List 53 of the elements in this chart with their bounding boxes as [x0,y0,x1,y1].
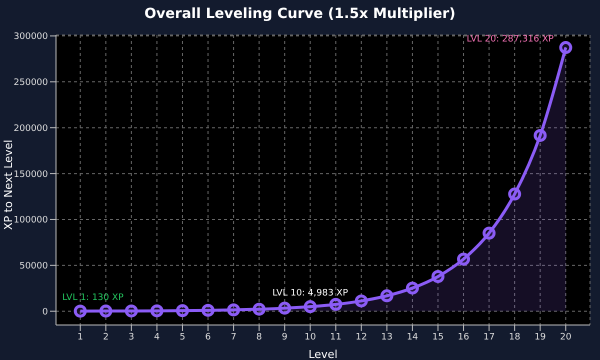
y-tick-label: 250000 [14,78,48,88]
point [380,289,394,302]
x-tick-label: 19 [534,332,546,342]
x-tick-label: 5 [180,332,186,342]
y-tick-label: 300000 [14,32,48,42]
x-tick-label: 11 [330,332,342,342]
point [150,304,164,318]
point [559,41,572,54]
point [176,304,189,318]
x-tick-label: 15 [432,332,444,342]
point [99,304,112,318]
point [508,188,522,201]
x-tick-label: 17 [483,332,495,342]
point [354,294,368,308]
point [124,304,138,318]
y-tick-label: 0 [42,307,48,318]
annotation: LVL 20: 287,316 XP [466,34,554,45]
x-tick-label: 2 [102,332,109,342]
point [278,302,292,315]
x-tick-label: 12 [356,332,368,342]
x-tick-label: 14 [406,332,418,342]
x-tick-label: 10 [304,332,316,342]
x-tick-label: 4 [154,332,160,342]
x-tick-label: 13 [381,332,393,342]
annotation: LVL 10: 4,983 XP [272,288,349,299]
y-tick-label: 100000 [14,216,48,226]
point [534,128,547,142]
point [457,252,470,266]
y-axis-title: XP to Next Level [2,140,15,230]
x-tick-label: 7 [230,332,236,342]
point [74,304,87,318]
point [304,300,317,314]
x-tick-label: 20 [560,332,572,342]
point [482,226,496,240]
point [252,302,266,316]
point [202,304,215,317]
x-tick-label: 9 [282,332,288,342]
x-tick-label: 18 [508,332,521,342]
x-tick-label: 3 [128,332,134,342]
y-tick-label: 200000 [14,124,48,134]
point [227,303,240,316]
point [431,270,444,284]
chart-title: Overall Leveling Curve (1.5x Multiplier) [143,6,457,22]
y-tick-label: 50000 [19,262,48,272]
x-tick-label: 16 [458,332,470,342]
x-tick-label: 1 [77,332,84,342]
point [329,298,342,311]
point [406,282,419,295]
x-axis-title: Level [308,348,338,360]
x-tick-label: 8 [256,332,262,342]
annotation: LVL 1: 130 XP [62,293,124,304]
x-tick-label: 6 [205,332,212,342]
y-tick-label: 150000 [14,170,48,180]
